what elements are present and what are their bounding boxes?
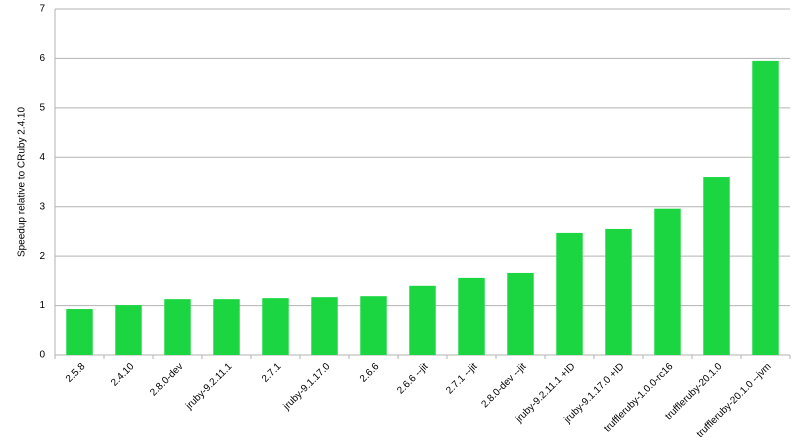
bar <box>66 309 93 355</box>
x-tick-label: 2.7.1 <box>260 361 284 385</box>
x-tick-label: 2.4.10 <box>109 361 137 389</box>
bar <box>507 272 534 355</box>
bar <box>752 60 779 356</box>
bar <box>115 305 142 355</box>
x-tick-label: 2.7.1 --jit <box>444 361 479 396</box>
x-tick-label: 2.8.0-dev <box>148 361 185 398</box>
x-tick-label: 2.6.6 --jit <box>395 361 430 396</box>
y-tick-label: 2 <box>39 251 45 262</box>
bar <box>213 299 240 355</box>
y-tick-label: 1 <box>39 300 45 311</box>
y-tick-label: 7 <box>39 4 45 15</box>
bar <box>605 228 632 355</box>
bar <box>556 232 583 355</box>
bar <box>360 296 387 355</box>
y-tick-label: 4 <box>39 152 45 163</box>
y-tick-label: 6 <box>39 53 45 64</box>
x-tick-label: 2.5.8 <box>64 361 88 385</box>
y-tick-label: 3 <box>39 201 45 212</box>
bar <box>311 297 338 355</box>
y-tick-label: 0 <box>39 350 45 361</box>
bar <box>262 298 289 355</box>
x-tick-label: 2.8.0-dev --jit <box>479 361 528 410</box>
bar <box>164 299 191 355</box>
bar <box>654 208 681 355</box>
x-tick-label: jruby-9.2.11.1 <box>183 361 235 413</box>
bar <box>458 277 485 355</box>
x-tick-label: jruby-9.1.17.0 <box>281 361 333 413</box>
y-tick-label: 5 <box>39 102 45 113</box>
x-tick-label: 2.6.6 <box>358 361 382 385</box>
bar <box>703 177 730 355</box>
bar <box>409 285 436 355</box>
y-axis-label: Speedup relative to CRuby 2.4.10 <box>17 107 28 258</box>
